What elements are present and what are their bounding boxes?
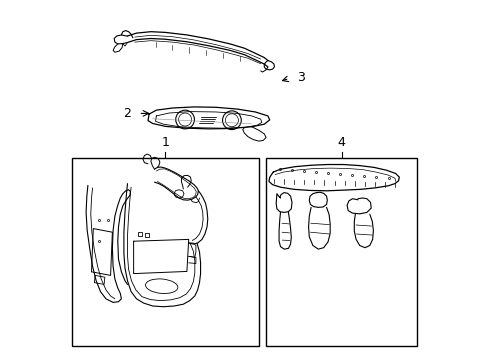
Text: 2: 2	[123, 107, 131, 120]
Text: 4: 4	[337, 136, 345, 149]
Text: 3: 3	[296, 71, 304, 84]
Bar	[265, 158, 416, 346]
Text: 1: 1	[161, 136, 169, 149]
Bar	[72, 158, 258, 346]
